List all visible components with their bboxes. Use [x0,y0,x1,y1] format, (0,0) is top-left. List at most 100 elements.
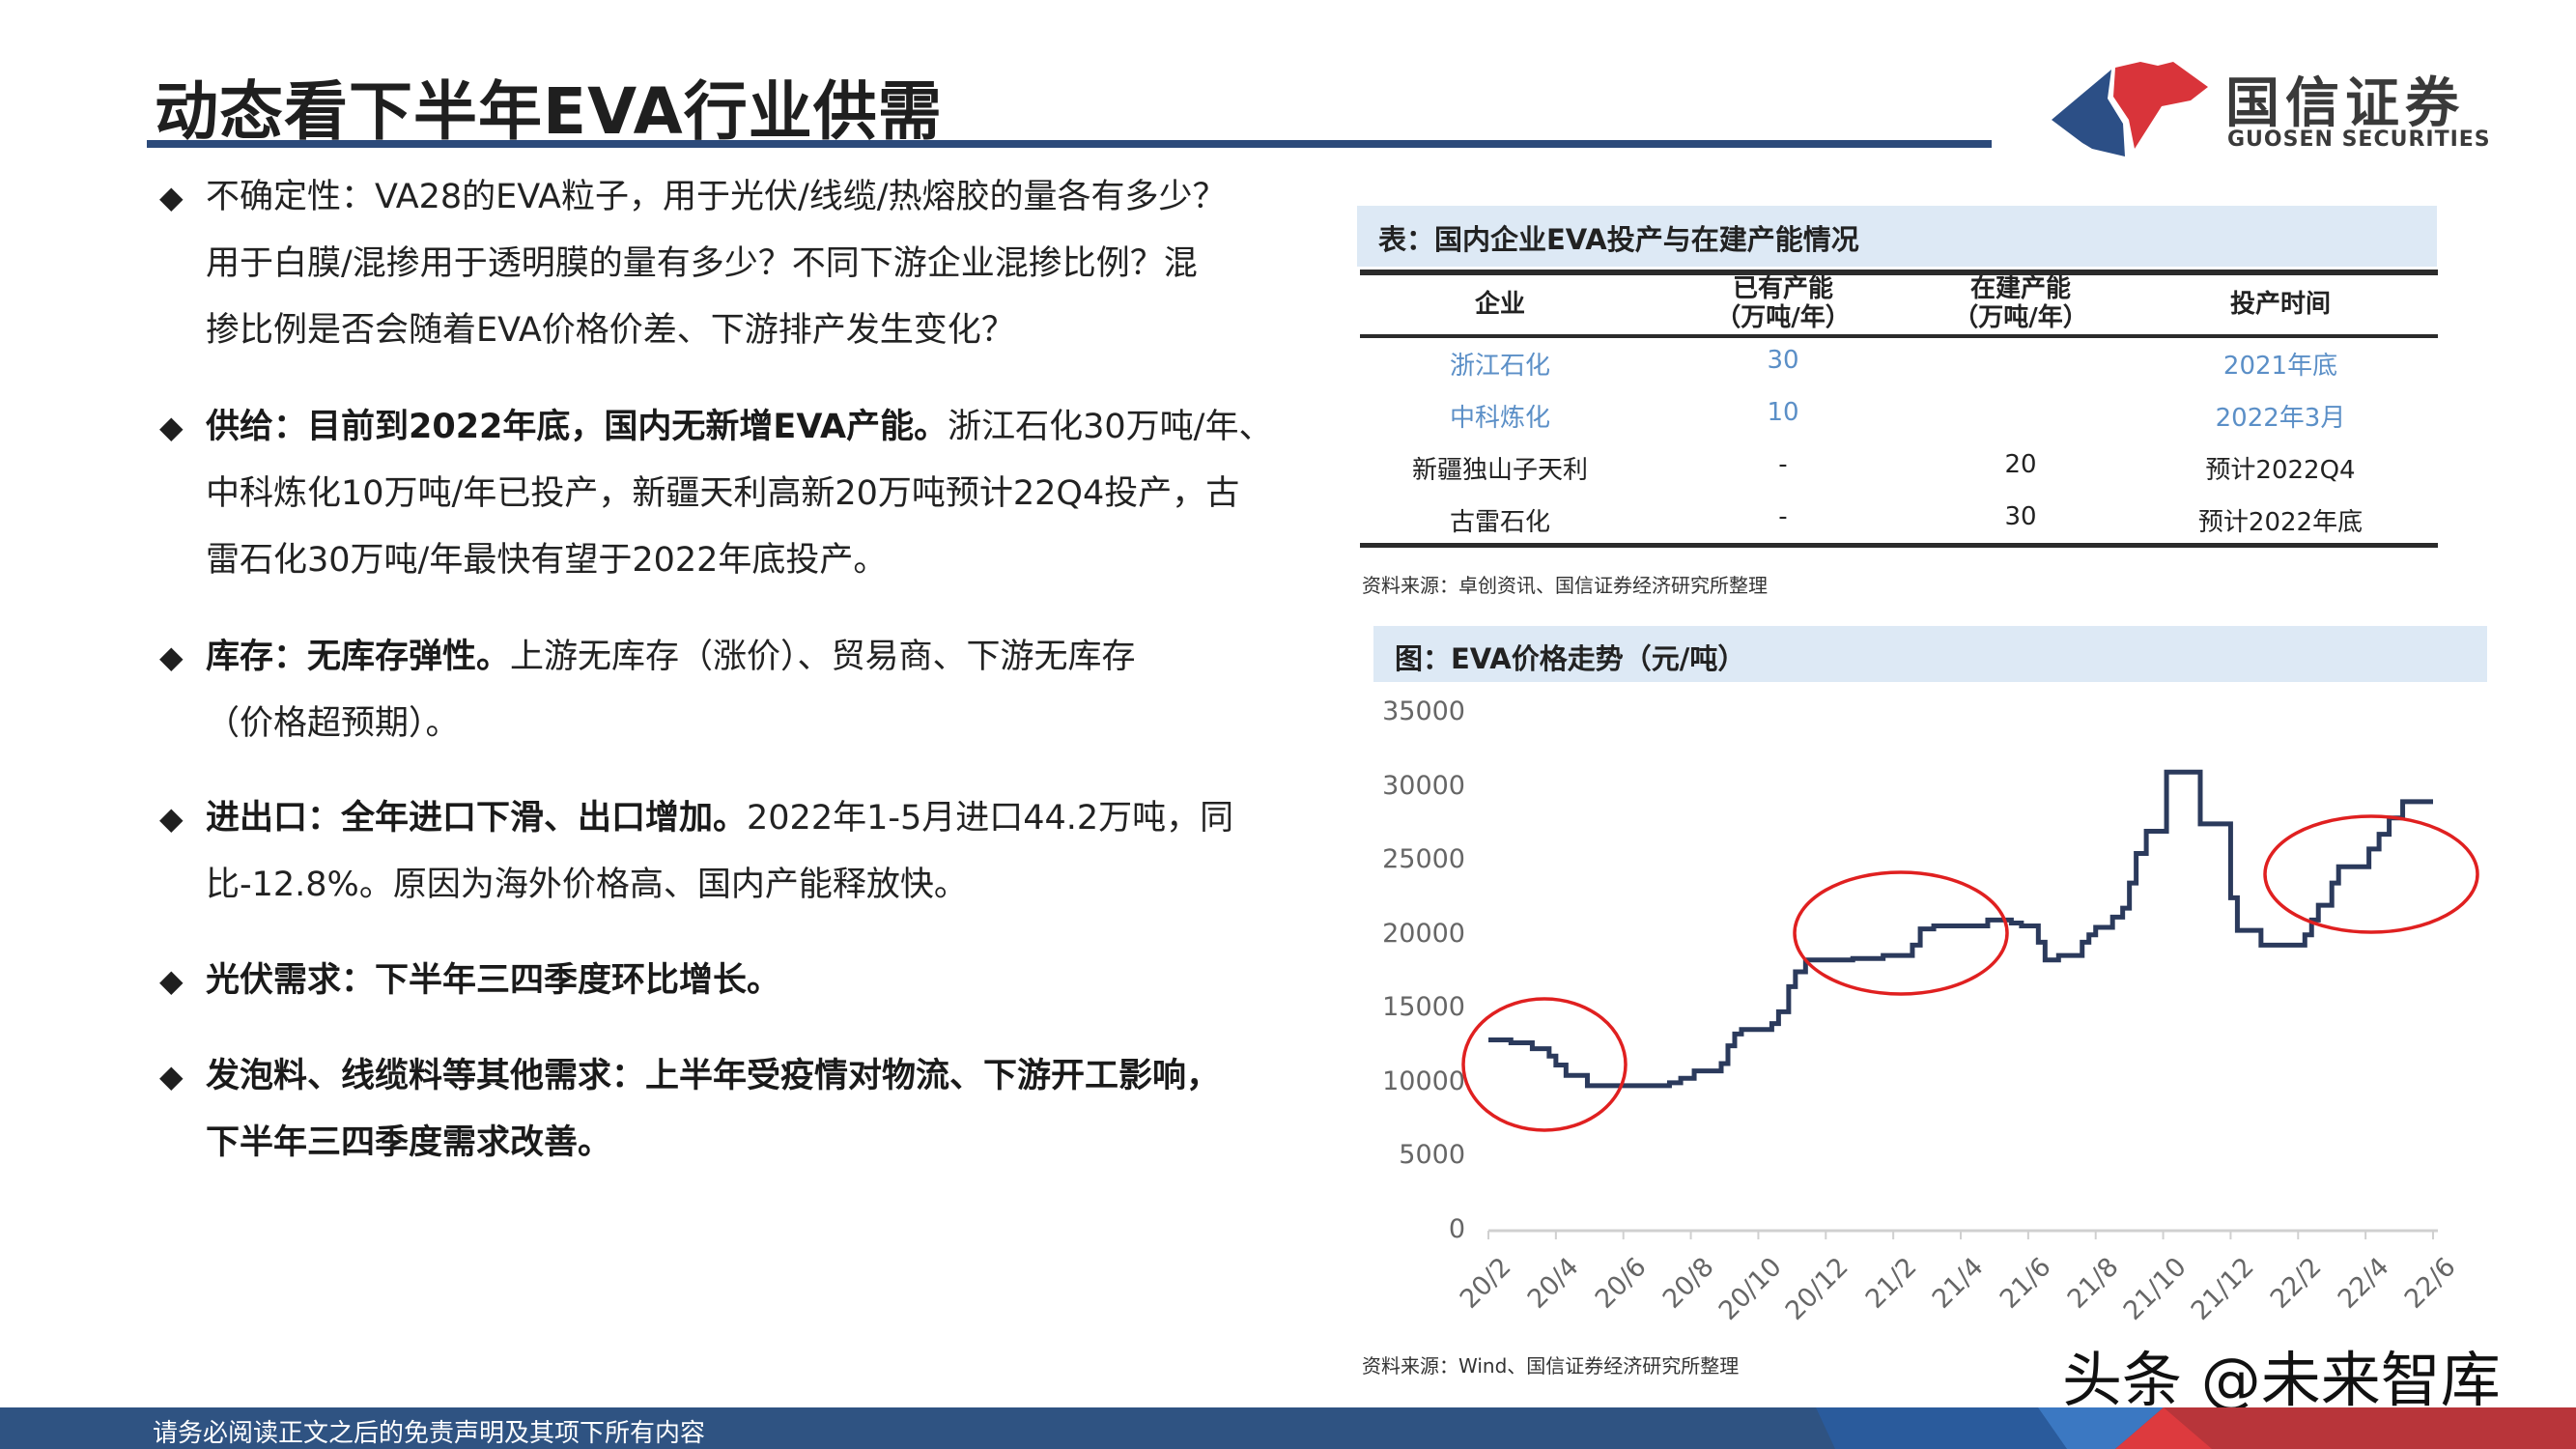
bullet-text: 中科炼化10万吨/年已投产，新疆天利高新20万吨预计22Q4投产，古 [206,474,1240,513]
bullet-line: 供给：目前到2022年底，国内无新增EVA产能。浙江石化30万吨/年、 [159,394,1272,461]
bullet-item: ◆ 进出口：全年进口下滑、出口增加。2022年1-5月进口44.2万吨，同 比-12… [159,785,1233,919]
bullet-bold-text: 供给：目前到2022年底，国内无新增EVA产能。 [206,408,948,446]
bullet-item: ◆ 库存：无库存弹性。上游无库存（涨价）、贸易商、下游无库存 （价格超预期）。 [159,624,1136,757]
y-tick-label: 0 [1448,1214,1465,1244]
table-cell: - [1778,502,1788,531]
bullet-bold-text: 发泡料、线缆料等其他需求：上半年受疫情对物流、下游开工影响， [206,1057,1221,1095]
bullet-line: 下半年三四季度需求改善。 [159,1110,1220,1177]
bullet-text: 比-12.8%。原因为海外价格高、国内产能释放快。 [206,866,968,904]
bullet-item: ◆ 供给：目前到2022年底，国内无新增EVA产能。浙江石化30万吨/年、 中科炼化… [159,394,1272,594]
table-header-cell: 已有产能 （万吨/年） [1715,274,1851,332]
diamond-bullet-icon: ◆ [159,639,184,675]
table-title: 表：国内企业EVA投产与在建产能情况 [1378,223,1859,256]
x-tick-label: 20/6 [1589,1252,1653,1315]
logo-text-en: GUOSEN SECURITIES [2227,128,2491,152]
page-title: 动态看下半年EVA行业供需 [155,74,943,149]
bullet-bold-text: 进出口：全年进口下滑、出口增加。 [206,799,748,838]
bullet-text: 用于白膜/混掺用于透明膜的量有多少？不同下游企业混掺比例？混 [206,244,1198,283]
diamond-bullet-icon: ◆ [159,409,184,445]
bullet-line: 不确定性：VA28的EVA粒子，用于光伏/线缆/热熔胶的量各有多少？ [159,164,1227,231]
bullet-text: 不确定性：VA28的EVA粒子，用于光伏/线缆/热熔胶的量各有多少？ [206,178,1227,216]
logo-mark-icon [2052,62,2208,156]
x-tick-label: 21/10 [2117,1252,2193,1326]
table-cell: 30 [1767,346,1799,375]
table-cell: 预计2022Q4 [2205,456,2356,485]
logo-text-cn: 国信证券 [2225,72,2465,135]
bullet-item: ◆ 光伏需求：下半年三四季度环比增长。 [159,948,780,1014]
table-bottom-rule [1360,543,2438,548]
bullet-item: ◆ 不确定性：VA28的EVA粒子，用于光伏/线缆/热熔胶的量各有多少？ 用于白膜/… [159,164,1227,364]
bullet-line: 比-12.8%。原因为海外价格高、国内产能释放快。 [159,852,1233,919]
diamond-bullet-icon: ◆ [159,1058,184,1094]
disclaimer-text: 请务必阅读正文之后的免责声明及其项下所有内容 [153,1419,706,1448]
header-label: 投产时间 [2229,290,2332,319]
x-tick-label: 21/8 [2061,1252,2125,1315]
x-tick-label: 22/4 [2332,1252,2395,1315]
bullet-text: 雷石化30万吨/年最快有望于2022年底投产。 [206,541,888,580]
highlight-ellipse [1793,870,2009,996]
table-title-band: 表：国内企业EVA投产与在建产能情况 [1357,206,2437,267]
bullet-text: 浙江石化30万吨/年、 [948,408,1273,446]
bullet-bold-text: 库存：无库存弹性。 [206,638,511,676]
y-tick-label: 5000 [1399,1140,1465,1171]
x-tick-label: 21/12 [2185,1252,2260,1326]
bullet-line: 进出口：全年进口下滑、出口增加。2022年1-5月进口44.2万吨，同 [159,785,1233,852]
highlight-ellipse [2263,814,2479,934]
header-label: 已有产能 [1732,274,1833,303]
bullet-line: 掺比例是否会随着EVA价格价差、下游排产发生变化？ [159,298,1227,364]
x-tick-label: 22/2 [2264,1252,2328,1315]
bullet-line: 用于白膜/混掺用于透明膜的量有多少？不同下游企业混掺比例？混 [159,231,1227,298]
bullet-line: 中科炼化10万吨/年已投产，新疆天利高新20万吨预计22Q4投产，古 [159,461,1272,527]
diamond-bullet-icon: ◆ [159,179,184,215]
y-tick-label: 25000 [1382,844,1465,875]
title-underline [147,140,1992,148]
table-header-rule [1360,334,2438,338]
table-cell: 古雷石化 [1449,508,1551,537]
table-cell: 中科炼化 [1449,404,1551,433]
table-cell: 预计2022年底 [2197,508,2364,537]
footer-decoration-icon [1816,1407,2576,1449]
header-label: 企业 [1474,290,1526,319]
table-header-cell: 企业 [1475,290,1525,319]
table-cell: 2022年3月 [2215,404,2346,433]
header-label: 在建产能 [1969,274,2071,303]
header-unit: （万吨/年） [1715,303,1851,332]
x-tick-label: 21/4 [1927,1252,1990,1315]
table-cell: 30 [2004,502,2037,531]
table-cell: 浙江石化 [1449,352,1551,381]
x-tick-label: 21/6 [1994,1252,2057,1315]
bullet-text: （价格超预期）。 [206,704,460,743]
diamond-bullet-icon: ◆ [159,800,184,837]
y-tick-label: 30000 [1382,770,1465,801]
bullet-line: （价格超预期）。 [159,691,1136,757]
header-unit: （万吨/年） [1953,303,2088,332]
chart-title-band: 图：EVA价格走势（元/吨） [1373,626,2487,682]
x-tick-label: 20/10 [1713,1252,1788,1326]
bullet-text: 上游无库存（涨价）、贸易商、下游无库存 [510,638,1136,676]
x-tick-label: 20/12 [1780,1252,1855,1326]
diamond-bullet-icon: ◆ [159,962,184,999]
highlight-ellipse [1461,997,1628,1132]
bullet-bold-text: 下半年三四季度需求改善。 [206,1123,612,1162]
y-tick-label: 10000 [1382,1065,1465,1096]
y-tick-label: 35000 [1382,696,1465,726]
table-cell: 2021年底 [2222,352,2338,381]
bullet-bold-text: 光伏需求：下半年三四季度环比增长。 [206,961,781,1000]
bullet-line: 雷石化30万吨/年最快有望于2022年底投产。 [159,527,1272,594]
table-cell: 10 [1767,398,1799,427]
y-tick-label: 15000 [1382,992,1465,1023]
bullet-item: ◆ 发泡料、线缆料等其他需求：上半年受疫情对物流、下游开工影响， 下半年三四季度需求… [159,1043,1220,1177]
chart-title: 图：EVA价格走势（元/吨） [1395,642,1746,675]
table-source: 资料来源：卓创资讯、国信证券经济研究所整理 [1362,574,1768,597]
bullet-text: 掺比例是否会随着EVA价格价差、下游排产发生变化？ [206,311,1015,350]
guosen-logo: 国信证券 GUOSEN SECURITIES [2046,56,2490,160]
x-tick-label: 20/4 [1521,1252,1585,1315]
table-top-rule [1360,270,2438,275]
x-tick-label: 22/6 [2399,1252,2462,1315]
y-tick-label: 20000 [1382,918,1465,949]
table-cell: - [1778,450,1788,479]
table-header-cell: 在建产能 （万吨/年） [1953,274,2088,332]
watermark: 头条 @未来智库 [2062,1345,2501,1415]
price-series-line [1488,769,2433,1089]
bullet-text: 2022年1-5月进口44.2万吨，同 [747,799,1234,838]
